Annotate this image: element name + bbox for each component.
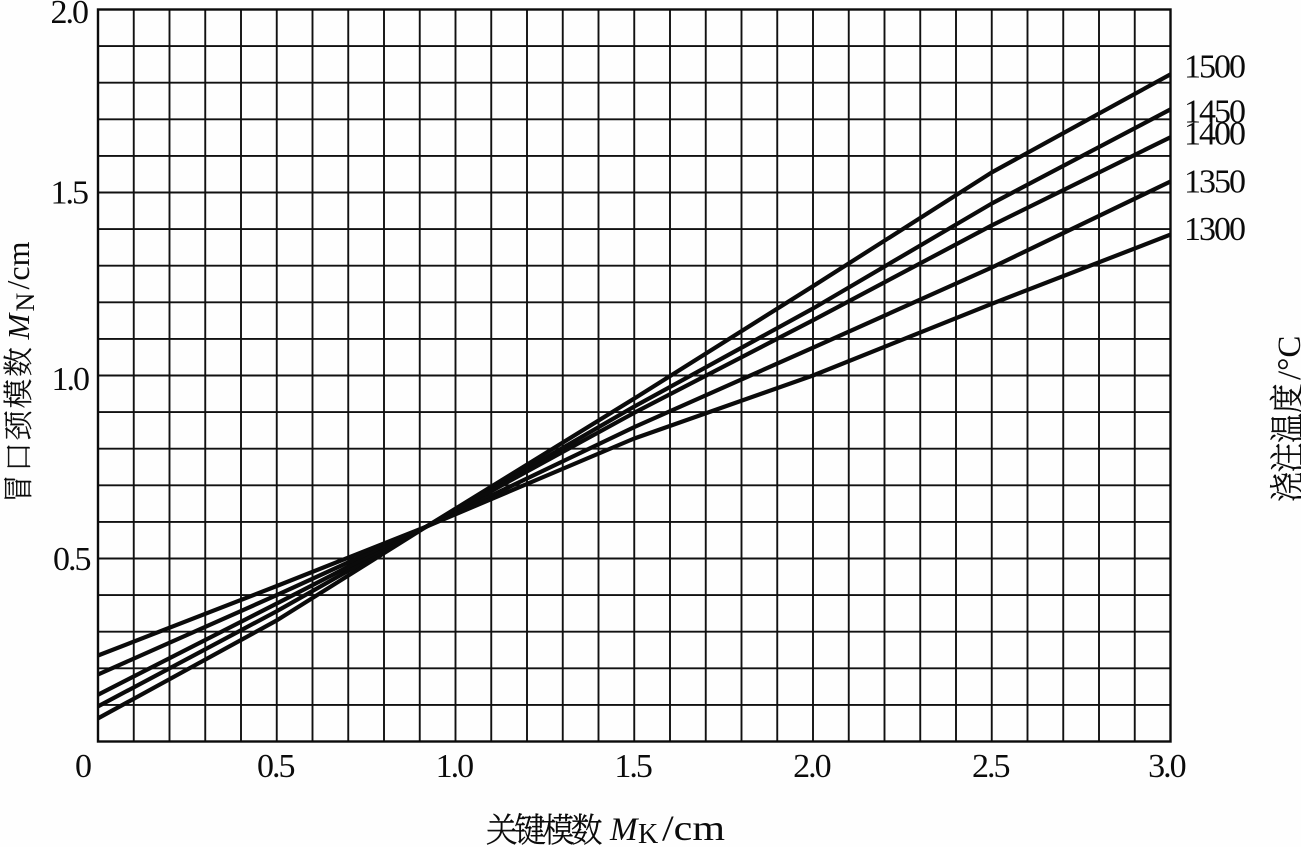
svg-text:1300: 1300 [1184, 211, 1245, 248]
svg-text:N: N [11, 293, 40, 312]
svg-text:2.5: 2.5 [972, 748, 1010, 785]
svg-text:1350: 1350 [1184, 164, 1245, 201]
svg-text:/cm: /cm [0, 241, 36, 289]
svg-text:0: 0 [75, 748, 91, 785]
svg-text:1400: 1400 [1184, 116, 1245, 153]
svg-text:1.5: 1.5 [614, 748, 652, 785]
svg-text:0.5: 0.5 [53, 541, 91, 578]
svg-text:0.5: 0.5 [257, 748, 295, 785]
svg-text:M: M [609, 812, 639, 847]
svg-text:M: M [1, 312, 36, 341]
svg-text:1500: 1500 [1184, 49, 1245, 86]
svg-text:1450: 1450 [1184, 94, 1245, 131]
svg-text:1.0: 1.0 [436, 748, 474, 785]
svg-text:3.0: 3.0 [1148, 748, 1186, 785]
svg-text:/°C: /°C [1272, 336, 1301, 380]
svg-text:/cm: /cm [662, 808, 725, 847]
svg-text:K: K [638, 819, 658, 847]
svg-text:1.0: 1.0 [52, 361, 90, 398]
svg-text:2.0: 2.0 [51, 0, 89, 31]
svg-text:1.5: 1.5 [51, 175, 89, 212]
svg-text:2.0: 2.0 [793, 748, 831, 785]
